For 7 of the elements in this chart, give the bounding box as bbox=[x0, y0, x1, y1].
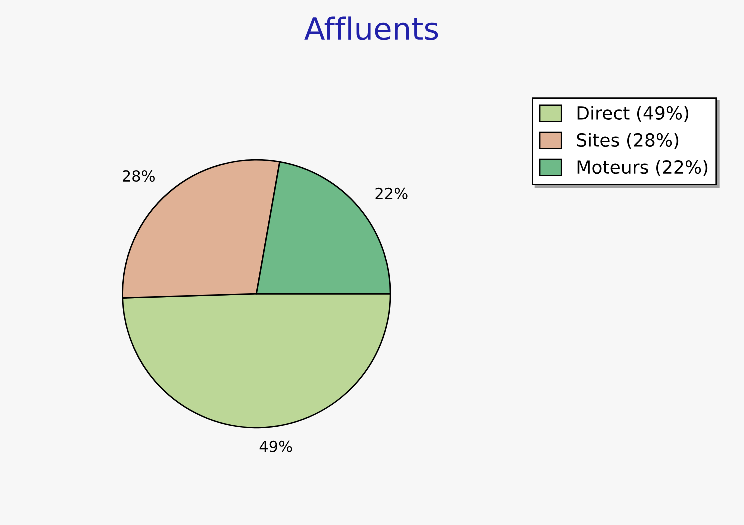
chart-title: Affluents bbox=[304, 16, 438, 40]
data-label: 49% bbox=[260, 440, 292, 452]
data-label: 22% bbox=[376, 188, 408, 200]
legend-label: Direct (49%) bbox=[578, 106, 689, 122]
legend-label: Sites (28%) bbox=[577, 133, 679, 150]
data-label: 28% bbox=[122, 170, 155, 182]
legend-label: Moteurs (22%) bbox=[578, 160, 708, 176]
